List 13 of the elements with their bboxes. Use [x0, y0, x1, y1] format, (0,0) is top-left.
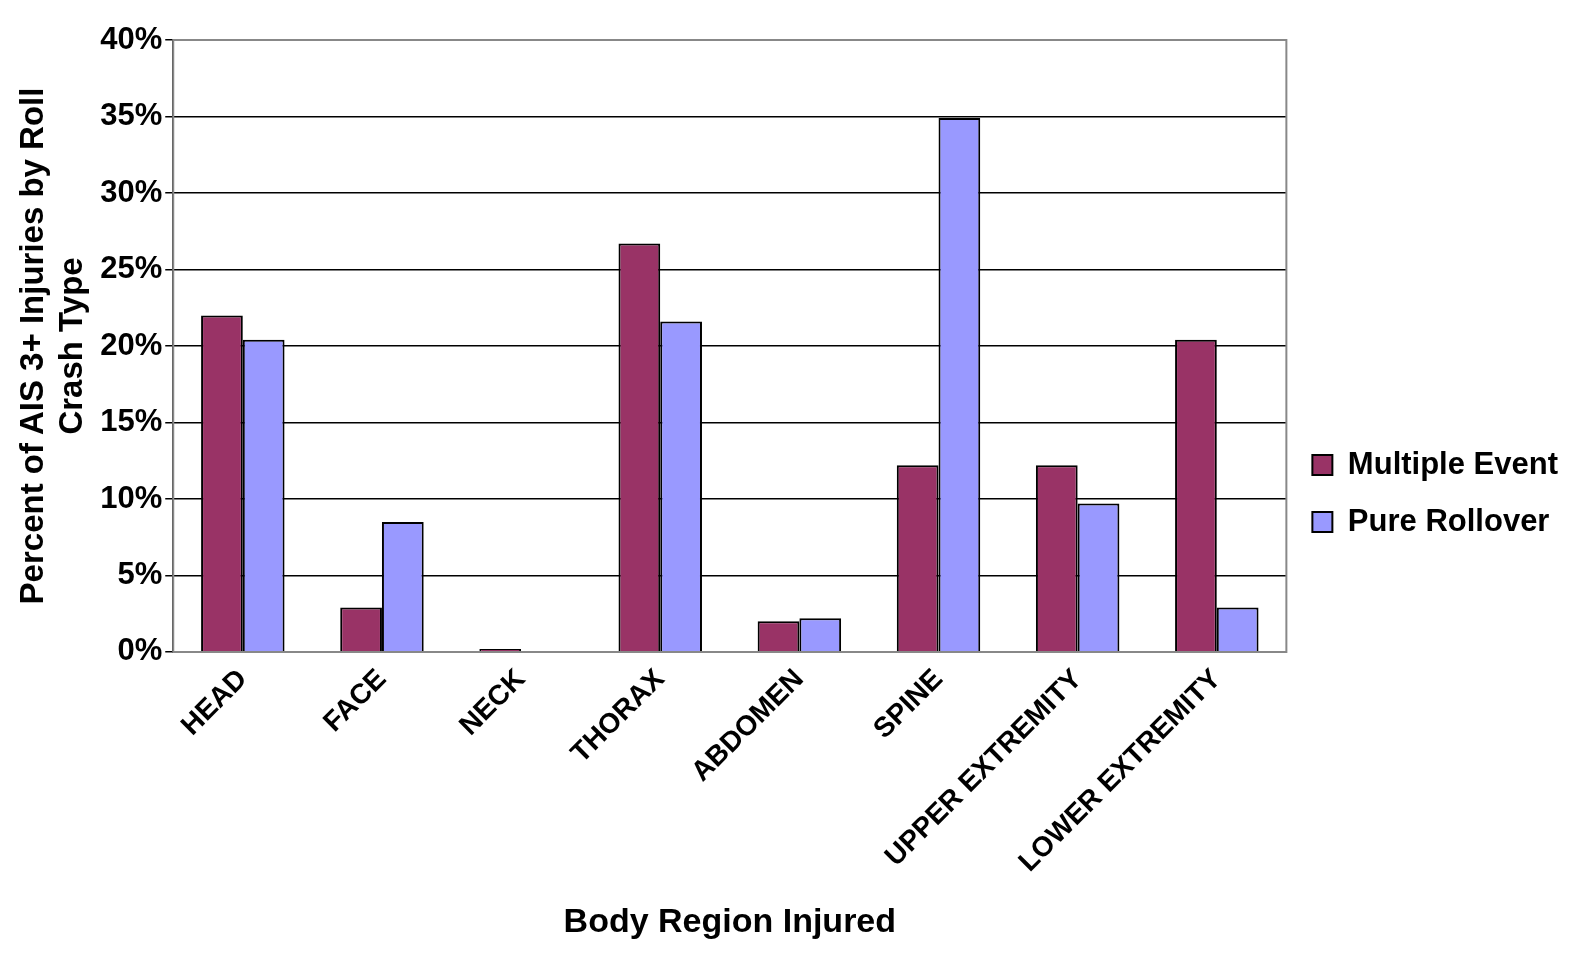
y-tick-label: 40%	[100, 20, 163, 56]
y-tick-label: 25%	[100, 250, 163, 286]
y-tick-label: 5%	[117, 556, 163, 591]
y-tick-label: 35%	[100, 97, 163, 133]
y-tick-label: 10%	[100, 479, 163, 515]
y-tick-label: 20%	[100, 326, 163, 362]
legend-label: Pure Rollover	[1347, 502, 1550, 538]
y-tick-label: 0%	[117, 632, 163, 668]
y-axis-title: Percent of AIS 3+ Injuries by Roll Crash Type	[12, 87, 90, 605]
legend-label: Multiple Event	[1347, 445, 1559, 481]
x-axis-title: Body Region Injured	[563, 900, 897, 939]
y-tick-label: 15%	[100, 403, 163, 439]
y-tick-label: 30%	[100, 173, 163, 209]
